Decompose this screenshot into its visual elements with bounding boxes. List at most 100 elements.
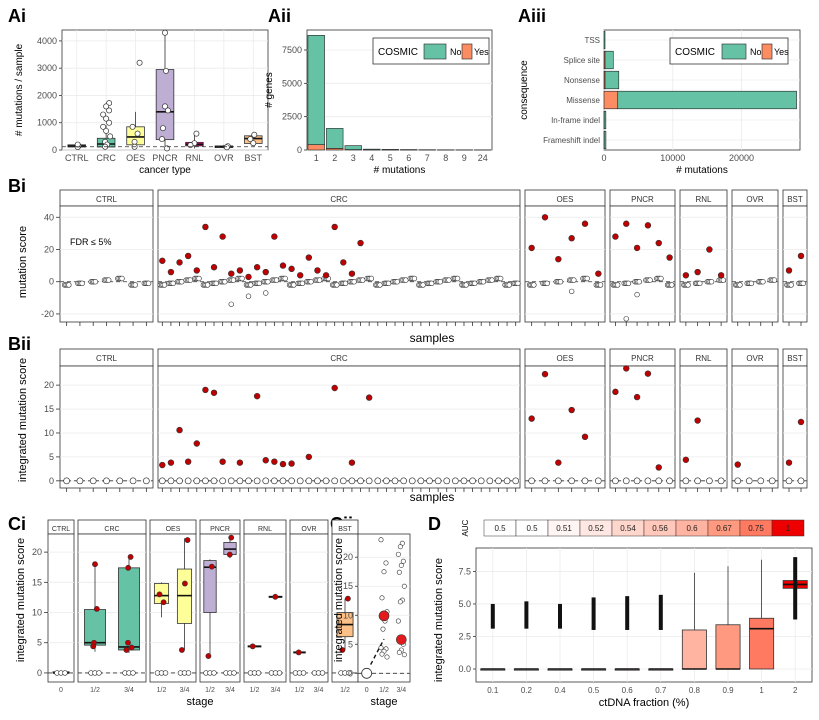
- ai-point: [252, 132, 257, 137]
- bi-significant-point: [168, 269, 174, 275]
- d-auc-value: 0.75: [748, 524, 764, 533]
- bii-null-point: [246, 478, 252, 484]
- d-x-tick-label: 0.6: [622, 686, 634, 695]
- bi-null-point: [507, 283, 512, 288]
- bi-null-point: [789, 283, 794, 288]
- d-auc-label: AUC: [461, 519, 470, 536]
- panel-label-aiii: Aiii: [518, 6, 546, 26]
- bi-outlier-point: [635, 292, 640, 297]
- bii-null-point: [237, 478, 243, 484]
- ai-point: [132, 139, 137, 144]
- aii-y-tick-label: 0: [297, 145, 302, 155]
- ci-facet-label: OES: [166, 526, 181, 533]
- bii-null-point: [159, 478, 165, 484]
- bi-y-tick-label: 40: [44, 212, 54, 222]
- ci-y-tick-label: 15: [32, 577, 42, 587]
- bii-significant-point: [306, 454, 312, 460]
- ai-y-tick-label: 4000: [37, 36, 57, 46]
- ci-significant-point: [128, 554, 133, 559]
- d-x-tick-label: 2: [793, 686, 798, 695]
- bii-null-point: [798, 478, 804, 484]
- bi-significant-point: [254, 264, 260, 270]
- aiii-legend-key-yes: [762, 44, 772, 59]
- bii-facet-label: OVR: [746, 354, 764, 363]
- cii-point: [381, 627, 385, 631]
- ci-null-point: [131, 671, 136, 676]
- bii-significant-point: [194, 441, 200, 447]
- ci-facet-label: BST: [338, 526, 352, 533]
- bi-null-point: [481, 279, 486, 284]
- bi-significant-point: [798, 253, 804, 259]
- ai-point: [130, 124, 135, 129]
- d-y-tick-label: 2.5: [458, 631, 471, 641]
- ci-crc-box: [118, 568, 139, 650]
- bi-null-point: [648, 278, 653, 283]
- ai-x-label: cancer type: [139, 165, 191, 176]
- bi-null-point: [761, 279, 766, 284]
- bii-null-point: [185, 478, 191, 484]
- cii-x-tick-label: 3/4: [396, 687, 406, 694]
- ci-null-point: [163, 671, 168, 676]
- bi-significant-point: [220, 234, 226, 240]
- d-y-label: integrated mutation score: [433, 558, 445, 682]
- bi-null-point: [291, 283, 296, 288]
- bi-significant-point: [332, 224, 338, 230]
- bi-null-point: [438, 279, 443, 284]
- ai-point: [251, 141, 256, 146]
- bi-null-point: [515, 281, 520, 286]
- bii-y-tick-label: 0: [49, 476, 54, 486]
- bi-significant-point: [263, 269, 269, 275]
- ai-x-tick-label: OES: [126, 153, 145, 163]
- ai-x-tick-label: RNL: [185, 153, 203, 163]
- ai-point: [104, 128, 109, 133]
- bi-null-point: [188, 278, 193, 283]
- bi-null-point: [197, 276, 202, 281]
- aiii-y-label: consequence: [519, 60, 530, 120]
- bi-null-point: [545, 281, 550, 286]
- bii-null-point: [786, 478, 792, 484]
- ai-x-tick-label: CRC: [96, 153, 116, 163]
- bi-facet-label: OVR: [746, 195, 764, 204]
- bi-significant-point: [623, 221, 629, 227]
- bi-significant-point: [246, 274, 252, 280]
- ci-significant-point: [161, 600, 166, 605]
- bi-null-point: [490, 278, 495, 283]
- bii-null-point: [435, 478, 441, 484]
- bii-null-point: [569, 478, 575, 484]
- ci-stage-tick-label: 1/2: [157, 687, 167, 694]
- bi-null-point: [749, 281, 754, 286]
- d-y-tick-label: 5.0: [458, 599, 471, 609]
- bii-significant-point: [555, 460, 561, 466]
- aiii-x-tick-label: 20000: [729, 153, 754, 163]
- bii-null-point: [220, 478, 226, 484]
- ci-stage-tick-label: 0: [59, 687, 63, 694]
- d-y-tick-label: 0.0: [458, 664, 471, 674]
- ai-y-label: # mutations / sample: [14, 43, 25, 136]
- bii-y-tick-label: 20: [44, 380, 54, 390]
- bi-null-point: [133, 283, 138, 288]
- aiii-bar-no: [604, 31, 605, 49]
- d-auc-value: 0.51: [556, 524, 572, 533]
- bi-null-point: [162, 283, 167, 288]
- aiii-bar-yes: [604, 91, 618, 109]
- cii-mean-point: [362, 668, 372, 678]
- aii-legend-label-no: No: [450, 47, 462, 57]
- bii-facet-panel: [610, 366, 675, 488]
- cii-x-tick-label: 0: [365, 687, 369, 694]
- bii-null-point: [470, 478, 476, 484]
- bi-significant-point: [667, 255, 673, 261]
- ai-point: [108, 134, 113, 139]
- cii-point: [399, 563, 403, 567]
- bi-significant-point: [203, 224, 209, 230]
- bii-significant-point: [211, 390, 217, 396]
- aii-legend-key-yes: [462, 44, 472, 59]
- bii-null-point: [683, 478, 689, 484]
- ci-significant-point: [91, 644, 96, 649]
- bii-significant-point: [263, 457, 269, 463]
- bi-facet-label: CTRL: [96, 195, 117, 204]
- bii-facet-label: OES: [557, 354, 574, 363]
- ci-x-label: stage: [187, 696, 214, 708]
- d-auc-value: 0.56: [652, 524, 668, 533]
- bii-y-tick-label: 15: [44, 404, 54, 414]
